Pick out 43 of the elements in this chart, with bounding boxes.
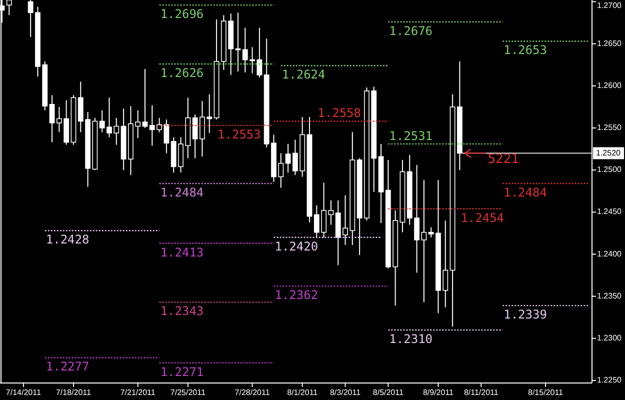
x-tick-label: 8/5/2011 xyxy=(372,388,404,397)
data-label: 1.2413 xyxy=(160,245,204,260)
data-label: 1.2343 xyxy=(160,304,204,318)
x-tick-label: 7/14/2011 xyxy=(6,388,42,397)
data-label: 1.2428 xyxy=(46,232,90,247)
x-tick-label: 7/21/2011 xyxy=(120,388,156,397)
x-tick-label: 7/28/2011 xyxy=(234,388,270,397)
y-tick-label: 1.2350 xyxy=(597,291,622,300)
x-tick-label: 8/1/2011 xyxy=(287,388,318,397)
data-label: 1.2553 xyxy=(218,127,261,142)
y-tick-label: 1.2500 xyxy=(597,165,622,174)
data-label: 1.2484 xyxy=(504,186,547,200)
x-tick-label: 8/11/2011 xyxy=(464,388,499,397)
data-label: 1.2420 xyxy=(274,239,318,254)
data-label: 1.2558 xyxy=(318,106,362,120)
data-label: 1.2454 xyxy=(460,210,504,225)
y-tick-label: 1.2700 xyxy=(597,1,622,10)
x-tick-label: 7/25/2011 xyxy=(170,388,206,397)
data-label: 1.2653 xyxy=(504,43,547,58)
y-tick-label: 1.2300 xyxy=(597,333,622,342)
data-label: 1.2339 xyxy=(504,308,547,322)
data-label: 1.2277 xyxy=(46,360,90,374)
data-label: 1.2362 xyxy=(274,288,318,302)
y-tick-label: 1.2400 xyxy=(597,249,622,258)
y-tick-label: 1.2250 xyxy=(597,376,622,385)
x-tick-label: 8/3/2011 xyxy=(330,388,362,397)
data-label: 1.2484 xyxy=(160,186,204,200)
y-tick-label: 1.2600 xyxy=(597,80,622,90)
x-tick-label: 8/15/2011 xyxy=(528,388,564,397)
annotation: 5221 xyxy=(488,152,520,168)
ref-line-label: 1.2520 xyxy=(596,148,622,158)
x-tick-label: 7/18/2011 xyxy=(56,388,92,397)
y-tick-label: 1.2650 xyxy=(597,38,622,48)
data-label: 1.2624 xyxy=(282,68,326,82)
data-label: 1.2696 xyxy=(160,7,204,22)
x-tick-label: 8/9/2011 xyxy=(422,388,454,397)
data-label: 1.2531 xyxy=(389,128,433,143)
data-label: 1.2626 xyxy=(160,66,204,80)
y-tick-label: 1.2450 xyxy=(597,207,622,216)
data-label: 1.2271 xyxy=(160,364,204,379)
data-label: 1.2676 xyxy=(389,24,433,38)
data-label: 1.2310 xyxy=(389,332,433,346)
y-tick-label: 1.2550 xyxy=(597,123,622,132)
